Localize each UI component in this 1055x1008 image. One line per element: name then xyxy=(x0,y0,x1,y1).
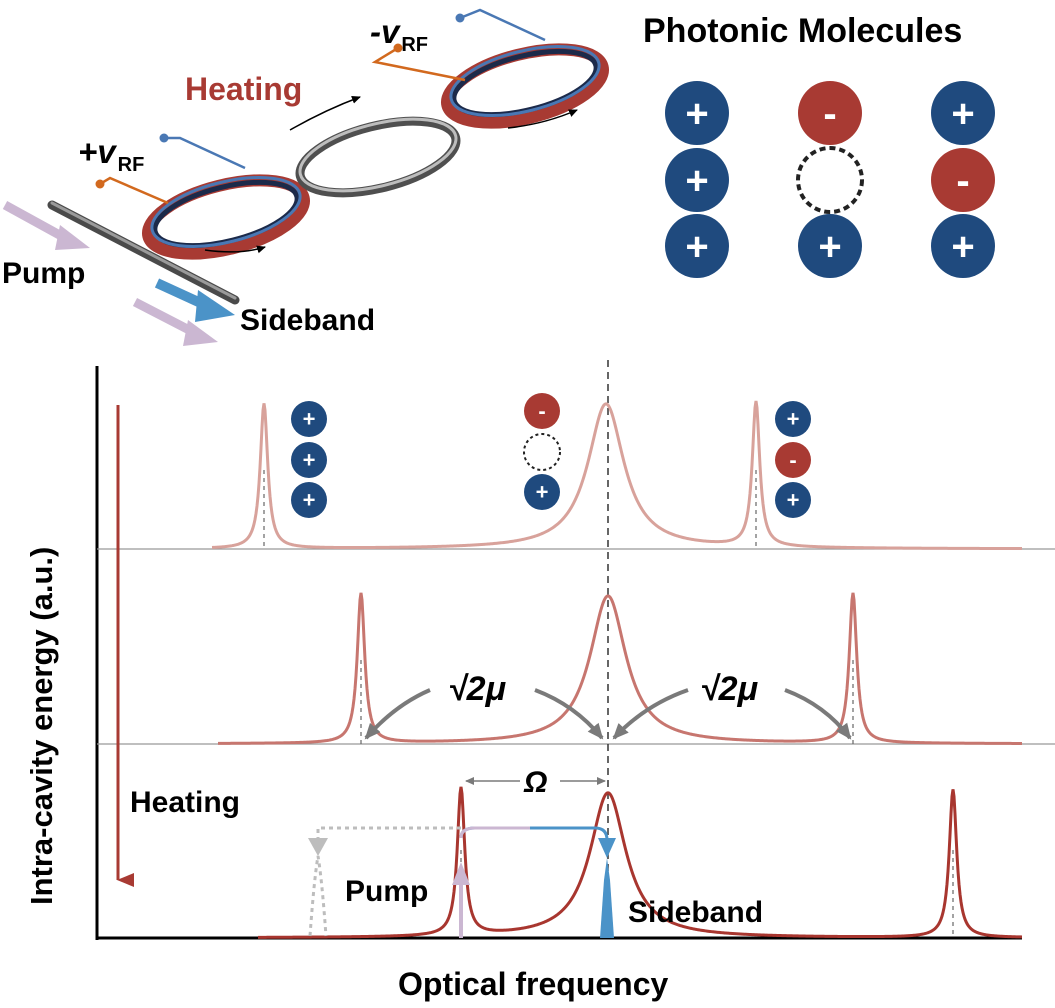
ring-resonator-2 xyxy=(295,116,461,198)
inset-molecule-1-1 xyxy=(523,433,561,471)
svg-text:-: - xyxy=(956,159,969,203)
svg-text:-: - xyxy=(538,399,545,424)
spectrum-trace-2 xyxy=(218,592,1022,745)
sideband-peak-fill xyxy=(600,858,614,938)
svg-text:+: + xyxy=(951,225,974,269)
spectrum-plot: + + + - + + - + √2μ √2μ Ω Heating Pump Sideband… xyxy=(24,360,1055,1002)
coupling-arrow-right-a xyxy=(612,688,689,740)
pump-dotted-peak xyxy=(308,855,328,937)
pump-transfer-dotted-head xyxy=(308,838,328,856)
spectrum-trace-1 xyxy=(211,400,1022,551)
minus-vrf-label: -v RF xyxy=(370,13,428,56)
svg-text:+: + xyxy=(787,488,800,513)
molecule-0-0: + xyxy=(665,81,729,145)
spectrum-trace-3 xyxy=(258,786,1023,939)
device-schematic: Heating +v RF -v RF Pump Sideband xyxy=(2,8,610,346)
electrode-blue-1 xyxy=(164,136,246,170)
coupling-arrow-right-b xyxy=(784,688,852,740)
plus-vrf-label: +v RF xyxy=(78,133,144,176)
bus-waveguide xyxy=(47,200,240,305)
svg-text:+: + xyxy=(685,159,708,203)
coupling-arrow-left-b xyxy=(534,688,604,740)
molecule-grid: + + + - + + - + xyxy=(665,81,995,278)
pump-to-sideband-arrow xyxy=(459,826,609,841)
svg-text:-: - xyxy=(823,92,836,136)
inset-molecule-0-2: + xyxy=(291,482,327,518)
inset-molecule-2-1: - xyxy=(775,442,811,478)
molecule-1-2: + xyxy=(798,214,862,278)
ring-resonator-1 xyxy=(141,174,311,260)
svg-text:-: - xyxy=(789,448,796,473)
svg-text:+: + xyxy=(536,480,549,505)
omega-label: Ω xyxy=(523,766,547,799)
svg-text:+: + xyxy=(818,225,841,269)
molecule-0-2: + xyxy=(665,214,729,278)
svg-text:+: + xyxy=(303,488,316,513)
sideband-label-top: Sideband xyxy=(240,304,375,337)
electrode-blue-3 xyxy=(459,8,546,42)
ring-resonator-3 xyxy=(440,43,610,129)
inset-molecule-0-0: + xyxy=(291,401,327,437)
molecule-1-0: - xyxy=(798,81,862,145)
svg-text:+: + xyxy=(685,92,708,136)
pump-arrow-head xyxy=(452,862,470,885)
svg-text:+: + xyxy=(303,407,316,432)
circulation-arrow-3 xyxy=(507,109,578,129)
inset-molecule-1-0: - xyxy=(524,393,560,429)
inset-molecule-2-0: + xyxy=(775,401,811,437)
photonic-molecules-title: Photonic Molecules xyxy=(643,12,962,50)
pump-in-arrow xyxy=(2,201,90,250)
electrode-orange-1 xyxy=(99,176,169,205)
svg-text:+: + xyxy=(951,92,974,136)
heating-label-plot: Heating xyxy=(130,786,240,819)
molecule-2-1: - xyxy=(931,148,995,212)
inset-molecule-0-1: + xyxy=(291,442,327,478)
molecule-2-0: + xyxy=(931,81,995,145)
coupling-label-left: √2μ xyxy=(448,670,507,708)
pump-label-top: Pump xyxy=(2,257,85,290)
sideband-arrow-head xyxy=(598,838,616,858)
inset-molecule-1-2: + xyxy=(524,474,560,510)
heating-label-top: Heating xyxy=(185,71,302,107)
coupling-label-right: √2μ xyxy=(700,670,759,708)
inset-molecule-2-2: + xyxy=(775,482,811,518)
coupling-arrow-left-a xyxy=(364,688,431,740)
sideband-label-plot: Sideband xyxy=(628,896,763,929)
molecule-0-1: + xyxy=(665,148,729,212)
sideband-out-arrow xyxy=(154,278,235,322)
molecule-2-2: + xyxy=(931,214,995,278)
svg-text:+: + xyxy=(787,407,800,432)
electrode-orange-3 xyxy=(371,46,466,82)
svg-text:+: + xyxy=(303,448,316,473)
svg-text:+: + xyxy=(685,225,708,269)
y-axis-label: Intra-cavity energy (a.u.) xyxy=(24,547,59,905)
circulation-arrow-1 xyxy=(204,245,266,254)
circulation-arrow-2 xyxy=(289,96,361,131)
panel1-molecule-insets: + + + - + + - + xyxy=(291,393,811,518)
molecule-1-1 xyxy=(796,146,864,214)
pump-out-arrow xyxy=(132,298,218,346)
x-axis-label: Optical frequency xyxy=(398,966,669,1002)
pump-label-plot: Pump xyxy=(345,875,428,908)
pump-transfer-dotted xyxy=(316,826,461,848)
